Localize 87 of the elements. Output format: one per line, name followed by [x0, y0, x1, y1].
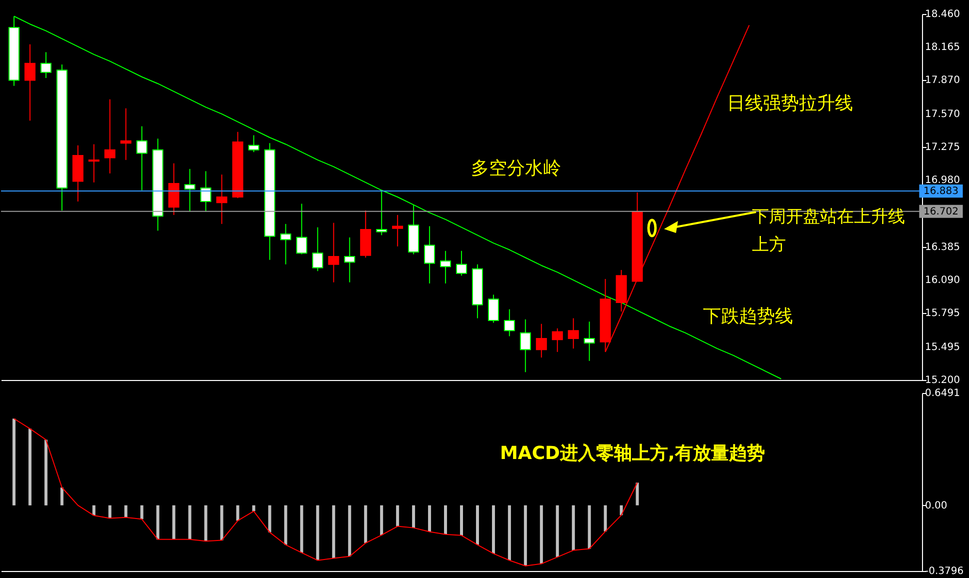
- bar: [444, 505, 448, 534]
- bar: [140, 505, 144, 520]
- candlestick: [24, 44, 36, 122]
- bar: [636, 482, 639, 506]
- annotation: 下跌趋势线: [703, 305, 794, 329]
- candlestick: [216, 174, 228, 224]
- candlestick: [168, 162, 180, 216]
- bar: [44, 440, 48, 506]
- ref-line-label: 16.702: [924, 206, 958, 218]
- bar: [204, 505, 208, 542]
- candlestick: [120, 108, 132, 160]
- candlestick: [568, 318, 579, 350]
- y-tick-label: -0.3796: [925, 566, 964, 577]
- bar: [524, 505, 527, 566]
- bar: [556, 505, 559, 558]
- candlestick: [40, 52, 52, 78]
- bar: [540, 505, 543, 564]
- y-tick-label: 15.495: [925, 342, 960, 353]
- candlestick: [88, 144, 100, 183]
- bar: [428, 505, 432, 532]
- bar: [220, 505, 224, 540]
- bar: [380, 505, 384, 536]
- bar: [604, 505, 607, 532]
- y-tick-label: 0.00: [925, 500, 948, 512]
- bar: [572, 505, 575, 550]
- y-tick-label: 17.570: [925, 108, 960, 120]
- candlestick: [552, 328, 563, 352]
- candlestick: [344, 236, 356, 283]
- candlestick: [184, 168, 196, 212]
- y-tick-label: 17.870: [925, 75, 960, 86]
- y-tick-label: 15.795: [925, 308, 960, 320]
- y-tick-label: 0.6491: [925, 388, 960, 399]
- bar: [284, 505, 288, 545]
- bar: [28, 428, 32, 506]
- candlestick: [504, 308, 515, 337]
- candlestick: [200, 170, 212, 212]
- candlestick: [296, 203, 308, 255]
- candlestick: [440, 250, 452, 284]
- candlestick: [584, 321, 595, 362]
- annotation: MACD进入零轴上方,有放量趋势: [500, 442, 766, 466]
- candlestick: [312, 226, 324, 272]
- bar: [316, 505, 320, 560]
- y-tick-label: 18.165: [925, 42, 960, 54]
- candlestick: [376, 190, 388, 236]
- bar: [156, 505, 160, 540]
- y-tick-label: 16.385: [925, 242, 960, 253]
- bar: [108, 505, 112, 518]
- bar: [412, 505, 416, 528]
- annotation: 多空分水岭: [471, 157, 562, 181]
- bar: [476, 505, 479, 545]
- bar: [332, 505, 336, 558]
- bar: [396, 505, 400, 526]
- annotation: 日线强势拉升线: [727, 93, 853, 114]
- ref-line-label: 16.883: [924, 186, 958, 198]
- bar: [460, 505, 463, 536]
- candlestick: [280, 223, 292, 265]
- bar: [364, 505, 368, 544]
- candlestick: [456, 250, 467, 276]
- bar: [508, 505, 511, 560]
- candlestick: [104, 98, 116, 174]
- bar: [588, 505, 591, 549]
- bar: [300, 505, 304, 553]
- y-tick-label: 15.200: [925, 375, 960, 386]
- bar: [188, 505, 192, 540]
- bar: [60, 487, 64, 506]
- candlestick: [488, 294, 499, 324]
- y-tick-label: 16.980: [925, 175, 960, 186]
- bar: [124, 505, 128, 518]
- candlestick: [328, 222, 340, 283]
- bar: [268, 505, 272, 532]
- y-tick-label: 18.460: [925, 9, 960, 20]
- annotation: 下周开盘站在上升线上方: [752, 206, 906, 257]
- bar: [172, 505, 176, 540]
- candlestick: [520, 318, 531, 373]
- candlestick: [392, 214, 404, 247]
- bar: [92, 505, 96, 516]
- y-tick-label: 17.275: [925, 142, 960, 154]
- candlestick: [536, 323, 547, 358]
- candlestick: [248, 134, 260, 153]
- bar: [252, 505, 256, 512]
- bar: [12, 418, 16, 506]
- bar: [492, 505, 495, 554]
- y-tick-label: 16.090: [925, 275, 960, 286]
- bar: [348, 505, 352, 556]
- bar: [236, 505, 240, 521]
- candlestick: [136, 126, 148, 191]
- candlestick: [424, 226, 436, 284]
